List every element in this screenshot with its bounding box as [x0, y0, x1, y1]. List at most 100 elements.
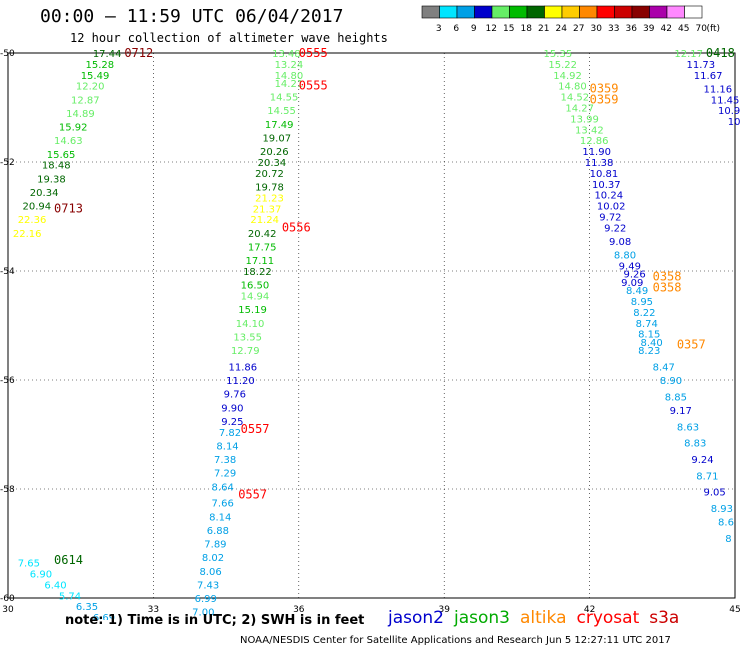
- footer-note: note: 1) Time is in UTC; 2) SWH is in fe…: [65, 613, 365, 628]
- legend-label: 30: [591, 24, 603, 34]
- wave-height-point: 17.11: [245, 256, 274, 267]
- legend-label: 6: [453, 24, 459, 34]
- wave-height-point: 15.19: [238, 305, 267, 316]
- wave-height-point: 20.72: [255, 169, 284, 180]
- legend-label: 42: [661, 24, 672, 34]
- wave-height-point: 8.23: [638, 346, 660, 357]
- wave-height-point: 8.49: [626, 286, 648, 297]
- wave-height-point: 14.80: [275, 71, 304, 82]
- wave-height-point: 8.02: [202, 553, 224, 564]
- wave-height-point: 7.00: [192, 608, 214, 619]
- wave-height-point: 11.86: [229, 362, 258, 373]
- wave-height-point: 11.67: [694, 71, 723, 82]
- wave-height-point: 10.81: [590, 169, 619, 180]
- satellite-label: jason2: [388, 608, 444, 628]
- wave-height-point: 16.50: [241, 281, 270, 292]
- wave-height-point: 8.63: [677, 422, 699, 433]
- satellite-label: s3a: [649, 608, 680, 628]
- wave-height-point: 8.22: [633, 308, 655, 319]
- wave-height-point: 15.28: [86, 60, 115, 71]
- wave-height-point: 18.48: [42, 161, 71, 172]
- wave-height-point: 8.40: [640, 338, 662, 349]
- wave-height-point: 12.20: [76, 82, 105, 93]
- pass-time-label: 0614: [54, 553, 83, 567]
- wave-height-point: 8.74: [636, 319, 658, 330]
- wave-height-point: 8.06: [199, 567, 221, 578]
- x-tick-label: 45: [729, 605, 740, 615]
- wave-height-point: 8.80: [614, 251, 636, 262]
- wave-height-point: 11.16: [703, 84, 732, 95]
- wave-height-point: 20.34: [30, 188, 59, 199]
- wave-height-point: 14.89: [66, 109, 95, 120]
- wave-height-point: 7.66: [212, 499, 234, 510]
- pass-time-label: 0358: [653, 269, 682, 283]
- pass-time-label: 0359: [590, 81, 619, 95]
- wave-height-point: 21.37: [253, 204, 282, 215]
- satellite-label: jason3: [454, 608, 510, 628]
- legend-label: 45: [678, 24, 689, 34]
- wave-height-point: 8.90: [660, 376, 682, 387]
- pass-time-label: 0557: [241, 422, 270, 436]
- page-subtitle: 12 hour collection of altimeter wave hei…: [70, 31, 388, 45]
- wave-height-point: 13.48: [272, 49, 301, 60]
- wave-height-point: 10.37: [592, 180, 621, 191]
- x-tick-label: 39: [438, 605, 450, 615]
- wave-height-point: 12.17: [674, 49, 703, 60]
- wave-height-point: 8.14: [216, 441, 238, 452]
- wave-height-point: 9.09: [621, 278, 643, 289]
- wave-height-point: 13.55: [233, 332, 262, 343]
- legend-unit: (ft): [707, 24, 721, 34]
- wave-height-point: 11.20: [226, 376, 255, 387]
- wave-height-point: 8.6: [718, 518, 734, 529]
- y-tick-label: -60: [0, 594, 15, 604]
- y-tick-label: -54: [0, 267, 15, 277]
- pass-time-label: 0712: [124, 46, 153, 60]
- satellite-legend: jason2 jason3 altika cryosat s3a: [388, 608, 689, 628]
- wave-height-point: 17.44: [93, 49, 122, 60]
- wave-height-point: 14.55: [267, 106, 296, 117]
- wave-height-point: 14.21: [275, 79, 304, 90]
- wave-height-point: 14.55: [270, 93, 299, 104]
- pass-time-label: 0713: [54, 201, 83, 215]
- wave-height-point: 20.34: [258, 158, 287, 169]
- wave-height-point: 19.38: [37, 174, 66, 185]
- wave-height-point: 8.14: [209, 512, 231, 523]
- wave-height-point: 10: [728, 117, 740, 128]
- pass-time-label: 0556: [282, 220, 311, 234]
- wave-height-point: 12.86: [580, 136, 609, 147]
- wave-height-point: 12.79: [231, 346, 260, 357]
- pass-time-label: 0359: [590, 92, 619, 106]
- wave-height-point: 8: [725, 534, 731, 545]
- wave-height-point: 7.65: [18, 559, 40, 570]
- y-tick-label: -52: [0, 158, 15, 168]
- wave-height-point: 8.95: [631, 297, 653, 308]
- wave-height-point: 15.49: [81, 71, 110, 82]
- wave-height-point: 15.65: [47, 150, 76, 161]
- y-tick-label: -50: [0, 49, 15, 59]
- wave-height-point: 20.26: [260, 147, 289, 158]
- wave-height-point: 22.36: [18, 215, 47, 226]
- wave-height-point: 7.38: [214, 455, 236, 466]
- wave-height-point: 14.63: [54, 136, 83, 147]
- wave-height-point: 6.40: [44, 580, 66, 591]
- wave-height-point: 11.45: [711, 95, 740, 106]
- wave-height-point: 9.25: [221, 417, 243, 428]
- wave-height-point: 8.93: [711, 504, 733, 515]
- wave-height-point: 20.94: [23, 202, 52, 213]
- wave-height-point: 19.07: [262, 133, 291, 144]
- wave-height-point: 13.24: [275, 60, 304, 71]
- wave-height-point: 8.71: [696, 471, 718, 482]
- wave-height-point: 7.89: [204, 540, 226, 551]
- x-tick-label: 33: [148, 605, 159, 615]
- wave-height-point: 13.99: [570, 114, 599, 125]
- wave-height-point: 10.9: [718, 106, 740, 117]
- pass-time-label: 0358: [653, 280, 682, 294]
- legend-label: 3: [436, 24, 442, 34]
- wave-height-point: 14.94: [241, 292, 270, 303]
- wave-height-point: 5.74: [59, 591, 81, 602]
- wave-height-point: 11.73: [687, 60, 716, 71]
- wave-height-point: 9.22: [604, 223, 626, 234]
- wave-height-point: 20.42: [248, 229, 277, 240]
- wave-height-point: 21.23: [255, 193, 284, 204]
- wave-height-point: 9.08: [609, 237, 631, 248]
